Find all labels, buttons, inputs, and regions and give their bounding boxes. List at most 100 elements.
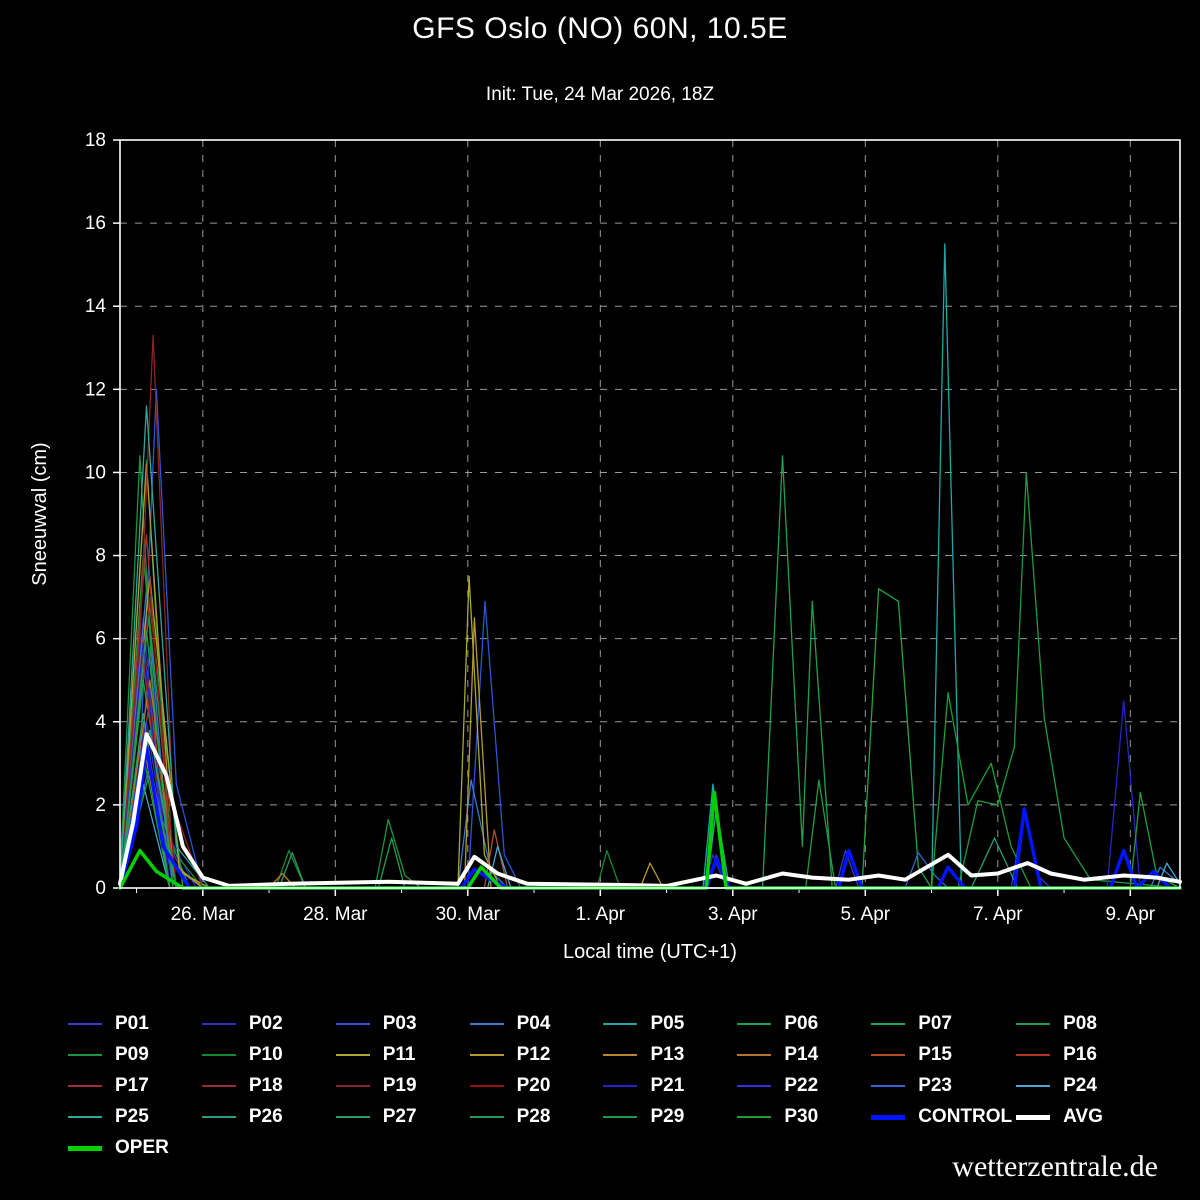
legend-label: AVG: [1063, 1106, 1103, 1127]
legend-line-swatch: [335, 1085, 370, 1087]
legend-item-p26: P26: [201, 1105, 332, 1129]
legend-line-swatch: [68, 1023, 102, 1025]
legend-item-p24: P24: [1016, 1074, 1146, 1098]
series-line-p15: [119, 638, 1181, 889]
legend-item-p10: P10: [201, 1043, 332, 1067]
legend-label: P15: [918, 1044, 952, 1065]
series-line-p18: [119, 658, 1181, 889]
legend-line-swatch: [871, 1023, 906, 1025]
legend-item-p12: P12: [469, 1043, 600, 1067]
legend-item-p02: P02: [201, 1012, 332, 1036]
legend-item-p28: P28: [469, 1105, 600, 1129]
legend-label: OPER: [115, 1137, 169, 1158]
legend-label: P30: [784, 1106, 819, 1127]
series-line-avg: [118, 732, 1182, 888]
legend-label: P28: [516, 1106, 551, 1127]
legend-item-p03: P03: [335, 1012, 466, 1036]
page-title: GFS Oslo (NO) 60N, 10.5E: [412, 12, 788, 45]
legend-label: P29: [650, 1106, 685, 1127]
legend-label: P08: [1063, 1013, 1097, 1034]
legend-item-p25: P25: [68, 1105, 198, 1129]
legend-line-swatch: [201, 1085, 236, 1087]
legend-line-swatch: [737, 1116, 772, 1118]
legend-item-p21: P21: [603, 1074, 733, 1098]
legend-line-swatch: [68, 1085, 102, 1087]
legend-label: P23: [918, 1075, 952, 1096]
legend-label: P10: [248, 1044, 283, 1065]
legend-label: P01: [115, 1013, 149, 1034]
legend-item-p16: P16: [1016, 1043, 1146, 1067]
series-line-p10: [119, 459, 1181, 889]
legend-label: P17: [115, 1075, 149, 1096]
legend-line-swatch: [68, 1116, 102, 1118]
series-line-p24: [119, 783, 1181, 889]
legend-label: P16: [1063, 1044, 1097, 1065]
series-line-oper: [118, 790, 1182, 890]
legend-item-p06: P06: [737, 1012, 867, 1036]
legend-label: P14: [784, 1044, 819, 1065]
legend-line-swatch: [737, 1023, 772, 1025]
legend-label: P09: [115, 1044, 149, 1065]
legend-line-swatch: [469, 1054, 504, 1056]
legend-line-swatch: [201, 1023, 236, 1025]
legend-line-swatch: [737, 1054, 772, 1056]
legend-item-p15: P15: [871, 1043, 1012, 1067]
ensemble-snowfall-chart: 0 2 4 6 8 10 12 14 16 18 26. Mar 28. Mar 30. Mar 1. A…: [29, 130, 1182, 963]
legend-label: P13: [650, 1044, 685, 1065]
series-line-p29: [119, 770, 1181, 889]
legend-line-swatch: [469, 1116, 504, 1118]
x-tick-label: 5. Apr: [840, 904, 890, 925]
legend-line-swatch: [871, 1114, 906, 1120]
y-tick-label: 18: [85, 130, 106, 151]
legend-line-swatch: [603, 1023, 638, 1025]
series-line-p27: [119, 712, 1181, 889]
legend-item-p18: P18: [201, 1074, 332, 1098]
legend-label: P11: [382, 1044, 416, 1065]
y-tick-label: 0: [95, 878, 106, 899]
legend-label: P18: [248, 1075, 283, 1096]
x-tick-label: 26. Mar: [171, 904, 236, 925]
legend-item-p30: P30: [737, 1105, 867, 1129]
series-line-p25: [119, 405, 1181, 889]
legend-label: P24: [1063, 1075, 1097, 1096]
legend-line-swatch: [335, 1023, 370, 1025]
legend-item-p13: P13: [603, 1043, 733, 1067]
legend-line-swatch: [1016, 1023, 1051, 1025]
legend-line-swatch: [68, 1054, 102, 1056]
legend-line-swatch: [871, 1085, 906, 1087]
legend-label: P03: [382, 1013, 417, 1034]
x-tick-label: 3. Apr: [708, 904, 758, 925]
legend-line-swatch: [1016, 1114, 1051, 1120]
series-line-p01: [119, 646, 1181, 889]
legend-label: P05: [650, 1013, 685, 1034]
series-line-p05: [119, 243, 1181, 889]
legend-label: P21: [650, 1075, 685, 1096]
legend-item-p01: P01: [68, 1012, 198, 1036]
watermark: wetterzentrale.de: [952, 1150, 1158, 1183]
legend-label: P12: [516, 1044, 551, 1065]
legend-line-swatch: [871, 1054, 906, 1056]
legend-line-swatch: [469, 1085, 504, 1087]
legend: P01 P02 P03 P04 P05 P06 P07 P08 P09 P10 P11 P12 P13 P…: [68, 1012, 1146, 1160]
y-tick-label: 8: [95, 546, 106, 567]
legend-label: P04: [516, 1013, 551, 1034]
y-tick-label: 12: [85, 379, 106, 400]
legend-line-swatch: [737, 1085, 772, 1087]
legend-line-swatch: [1016, 1085, 1051, 1087]
legend-line-swatch: [335, 1054, 370, 1056]
legend-line-swatch: [603, 1054, 638, 1056]
legend-line-swatch: [335, 1116, 370, 1118]
legend-label: P19: [382, 1075, 417, 1096]
legend-line-swatch: [201, 1054, 236, 1056]
legend-item-p23: P23: [871, 1074, 1012, 1098]
x-tick-label: 28. Mar: [303, 904, 368, 925]
x-tick-label: 9. Apr: [1105, 904, 1155, 925]
legend-line-swatch: [469, 1023, 504, 1025]
legend-item-p29: P29: [603, 1105, 733, 1129]
y-axis-title: Sneeuwval (cm): [29, 442, 51, 585]
legend-item-p04: P04: [469, 1012, 600, 1036]
legend-item-p20: P20: [469, 1074, 600, 1098]
legend-item-p22: P22: [737, 1074, 867, 1098]
series-line-p14: [119, 679, 1181, 889]
y-tick-label: 2: [95, 795, 106, 816]
